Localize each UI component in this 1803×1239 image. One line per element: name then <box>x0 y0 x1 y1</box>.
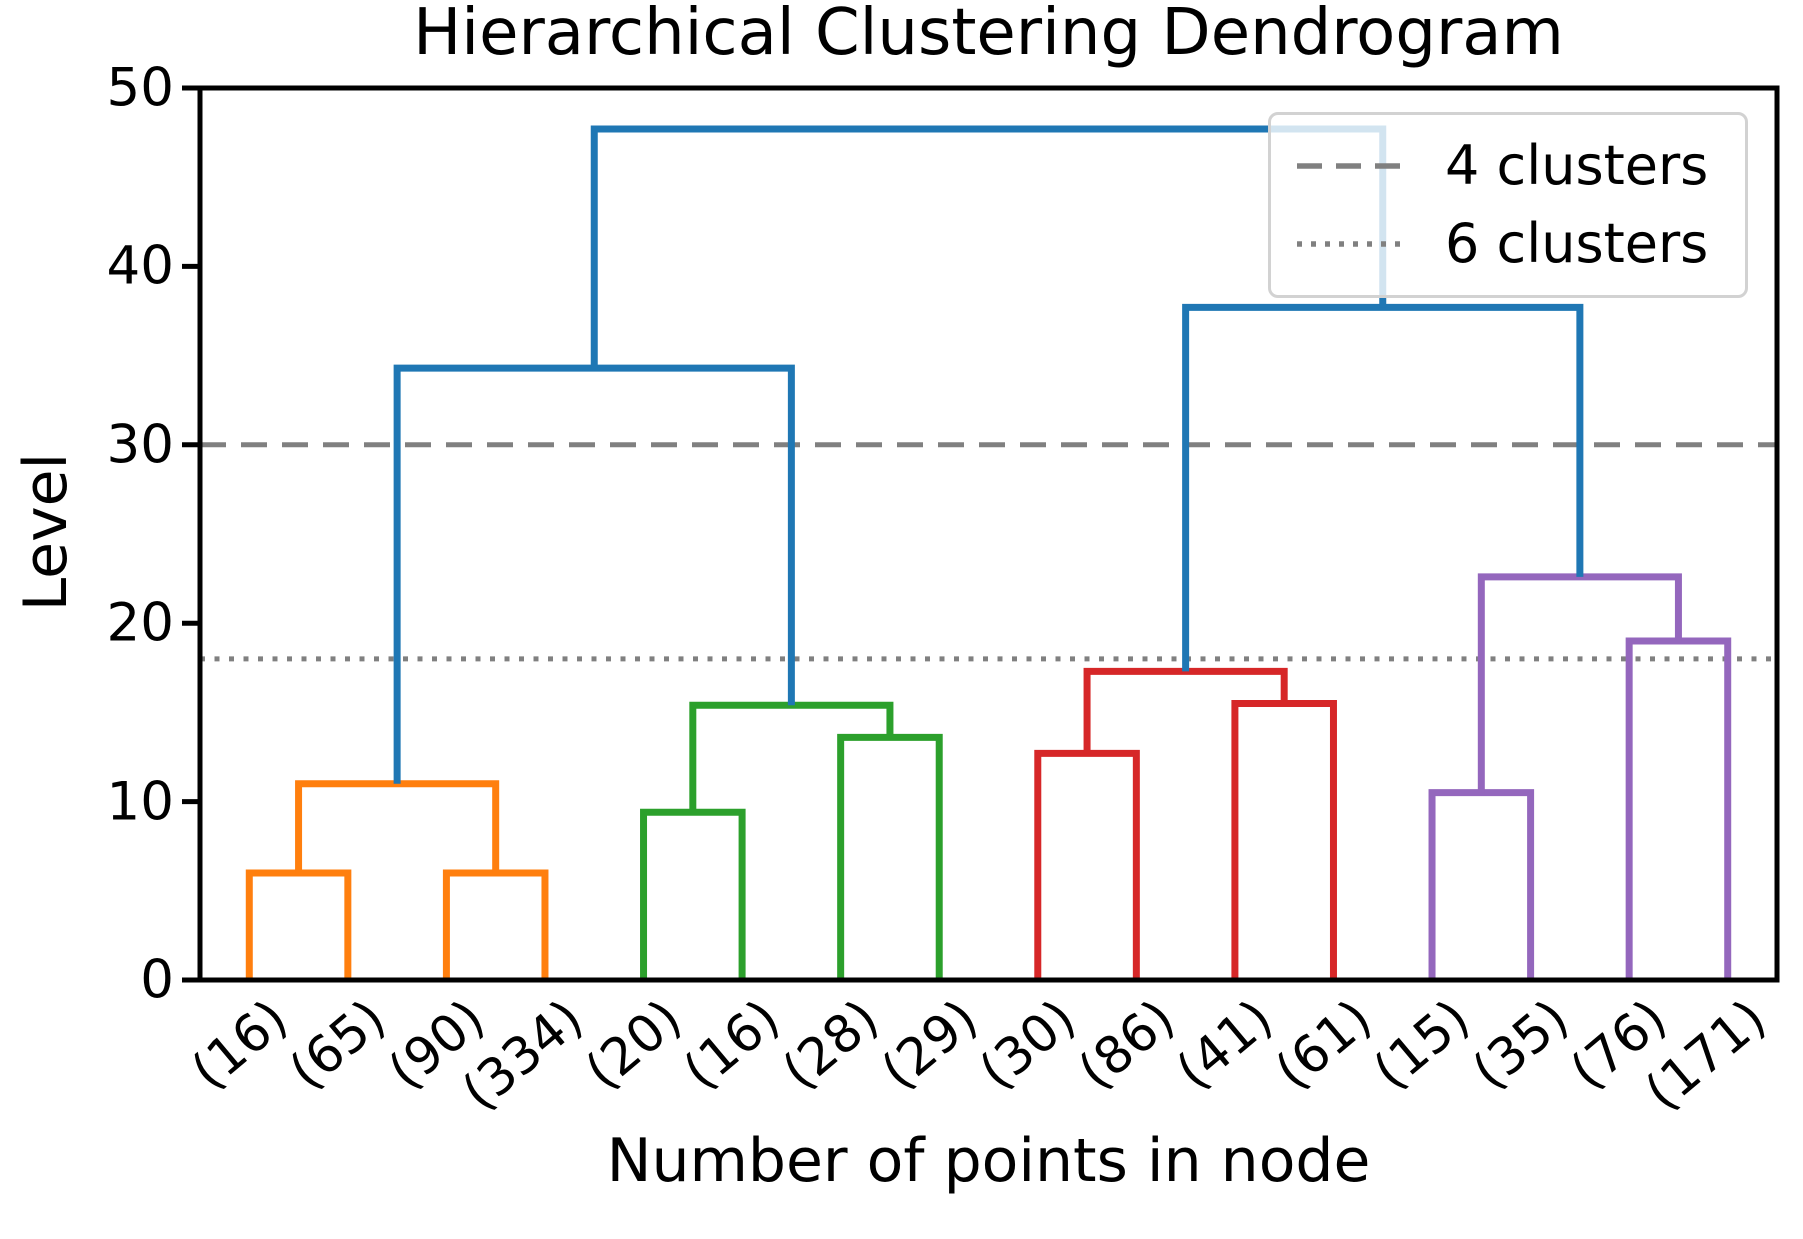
y-tick-label: 30 <box>106 414 174 476</box>
legend-label: 6 clusters <box>1445 212 1709 275</box>
dendrogram-link-red <box>1231 699 1337 980</box>
dendrogram-link-purple <box>1428 789 1535 980</box>
y-tick-label: 10 <box>106 771 174 833</box>
dendrogram-link-orange <box>245 869 352 980</box>
legend: 4 clusters 6 clusters <box>1268 112 1748 298</box>
legend-item: 4 clusters <box>1297 139 1719 193</box>
y-tick-label: 50 <box>106 57 174 119</box>
legend-item: 6 clusters <box>1297 217 1719 271</box>
dendrogram-link-blue <box>1182 303 1584 672</box>
y-tick-label: 40 <box>106 235 174 297</box>
y-tick-label: 20 <box>106 592 174 654</box>
dendrogram-link-purple <box>1625 637 1732 980</box>
legend-label: 4 clusters <box>1445 134 1709 197</box>
dendrogram-link-green <box>837 733 943 980</box>
y-tick-label: 0 <box>140 949 174 1011</box>
chart-title: Hierarchical Clustering Dendrogram <box>413 0 1564 70</box>
dendrogram-link-orange <box>442 869 549 980</box>
dendrogram-link-red <box>1034 749 1140 980</box>
dendrogram-link-purple <box>1477 573 1682 793</box>
legend-line-dashed-icon <box>1297 163 1405 169</box>
legend-line-dotted-icon <box>1297 241 1405 247</box>
dendrogram-link-blue <box>393 364 795 784</box>
dendrogram-link-green <box>640 808 746 980</box>
dendrogram-link-green <box>689 701 894 813</box>
x-axis-label: Number of points in node <box>606 1126 1371 1196</box>
dendrogram-link-orange <box>295 780 500 873</box>
dendrogram-link-red <box>1083 667 1288 754</box>
plot-frame <box>197 85 1780 983</box>
dendrogram-link-blue <box>590 125 1387 369</box>
